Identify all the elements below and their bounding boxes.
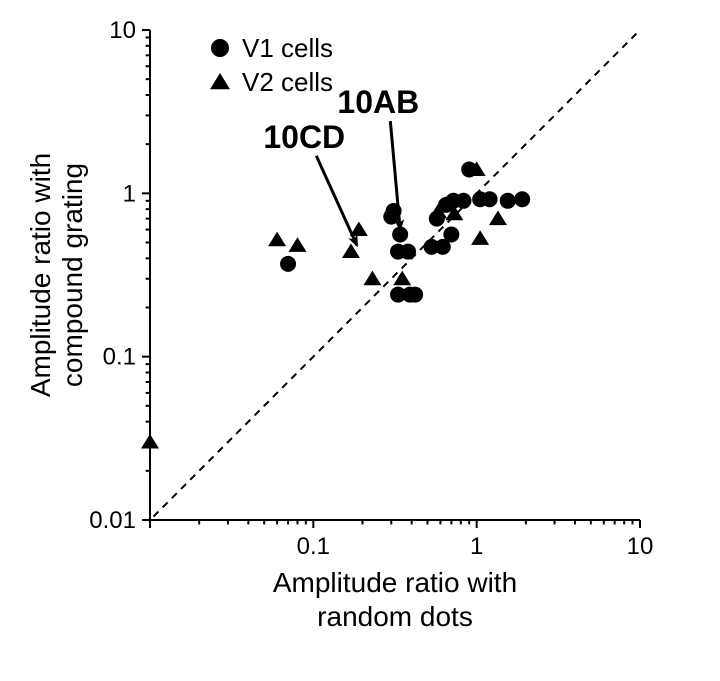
legend-item-label: V1 cells [242,33,333,63]
data-point-circle [500,193,516,209]
scatter-chart: 0.1 1 10 0.01 0.1 1 10 10AB10CD V1 cells V2 cells… [0,0,720,681]
data-point-circle [211,39,229,57]
data-point-triangle [268,232,286,247]
x-tick-label: 1 [470,533,483,560]
x-axis-label: random dots [317,601,473,632]
x-tick-label: 0.1 [297,533,330,560]
y-axis-label: compound grating [57,163,88,387]
y-tick-label: 1 [123,180,136,207]
y-tick-label: 10 [109,17,136,44]
data-point-triangle [141,434,159,449]
x-axis-label: Amplitude ratio with [273,567,517,598]
x-tick-label: 10 [627,533,654,560]
data-point-triangle [489,211,507,226]
legend-item-label: V2 cells [242,67,333,97]
data-point-circle [443,226,459,242]
data-point-circle [455,193,471,209]
data-point-triangle [289,237,307,252]
data-point-circle [280,256,296,272]
data-point-circle [482,191,498,207]
data-point-triangle [342,243,360,258]
y-axis-label: Amplitude ratio with [25,153,56,397]
data-point-triangle [210,73,230,89]
annotation-arrow [316,156,357,246]
y-tick-label: 0.1 [103,344,136,371]
data-point-circle [514,191,530,207]
data-point-triangle [471,230,489,245]
y-tick-label: 0.01 [89,507,136,534]
annotation-label: 10CD [263,119,345,155]
chart-svg: 0.1 1 10 0.01 0.1 1 10 10AB10CD V1 cells V2 cells… [0,0,720,681]
annotation-label: 10AB [337,84,419,120]
data-point-triangle [363,271,381,286]
data-point-circle [400,244,416,260]
data-point-circle [407,287,423,303]
